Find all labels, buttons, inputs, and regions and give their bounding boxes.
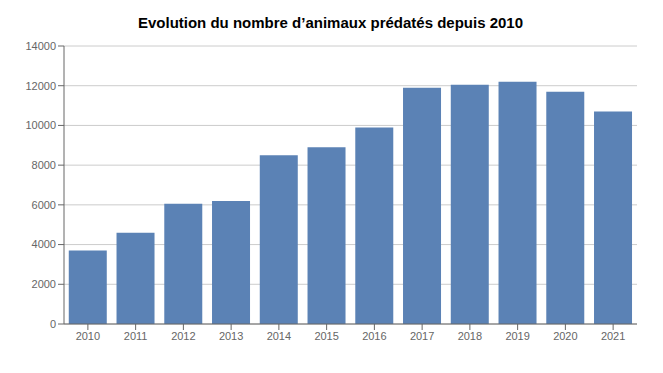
svg-text:0: 0 [50, 318, 56, 330]
svg-text:2019: 2019 [505, 330, 529, 342]
svg-text:14000: 14000 [25, 40, 56, 52]
svg-text:2015: 2015 [314, 330, 338, 342]
svg-text:2018: 2018 [458, 330, 482, 342]
svg-text:2020: 2020 [553, 330, 577, 342]
svg-text:2010: 2010 [76, 330, 100, 342]
html-text:Evolution du nombre d’animaux: Evolution du nombre d’animaux prédatés d… [138, 14, 523, 31]
svg-text:8000: 8000 [32, 159, 56, 171]
svg-text:2013: 2013 [219, 330, 243, 342]
svg-text:4000: 4000 [32, 238, 56, 250]
svg-text:2017: 2017 [410, 330, 434, 342]
svg-text:6000: 6000 [32, 199, 56, 211]
svg-text:2016: 2016 [362, 330, 386, 342]
svg-text:2014: 2014 [267, 330, 291, 342]
svg-text:2012: 2012 [171, 330, 195, 342]
svg-text:2000: 2000 [32, 278, 56, 290]
svg-text:10000: 10000 [25, 119, 56, 131]
svg-text:12000: 12000 [25, 80, 56, 92]
svg-text:2021: 2021 [601, 330, 625, 342]
svg-text:2011: 2011 [124, 330, 148, 342]
